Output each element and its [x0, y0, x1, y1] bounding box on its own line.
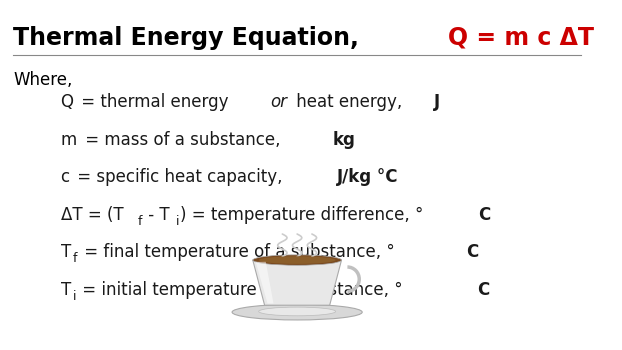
Text: = specific heat capacity,: = specific heat capacity,	[72, 168, 287, 187]
Text: f: f	[73, 252, 78, 265]
Text: ΔT = (T: ΔT = (T	[60, 206, 123, 224]
Text: heat energy,: heat energy,	[291, 93, 407, 111]
Ellipse shape	[253, 255, 341, 265]
Text: f: f	[137, 215, 142, 228]
Text: C: C	[466, 243, 478, 261]
Text: or: or	[270, 93, 287, 111]
Ellipse shape	[259, 307, 336, 316]
Text: Thermal Energy Equation,: Thermal Energy Equation,	[13, 26, 368, 50]
Text: i: i	[175, 215, 179, 228]
Text: J/kg °C: J/kg °C	[337, 168, 398, 187]
Text: = final temperature of a substance, °: = final temperature of a substance, °	[78, 243, 394, 261]
Text: T: T	[60, 281, 71, 299]
Text: Where,: Where,	[13, 71, 73, 89]
Polygon shape	[253, 260, 341, 305]
Text: C: C	[477, 281, 490, 299]
Text: i: i	[73, 289, 77, 303]
Text: = mass of a substance,: = mass of a substance,	[80, 131, 286, 149]
Ellipse shape	[232, 304, 362, 320]
Text: c: c	[60, 168, 70, 187]
Text: ) = temperature difference, °: ) = temperature difference, °	[180, 206, 423, 224]
Text: Q = m c ΔT: Q = m c ΔT	[448, 26, 594, 50]
Text: J: J	[434, 93, 440, 111]
Ellipse shape	[259, 256, 336, 264]
Text: - T: - T	[143, 206, 170, 224]
Polygon shape	[256, 262, 274, 303]
Text: = thermal energy: = thermal energy	[77, 93, 234, 111]
Text: = initial temperature of a substance, °: = initial temperature of a substance, °	[77, 281, 403, 299]
Text: C: C	[478, 206, 491, 224]
Text: kg: kg	[333, 131, 356, 149]
Text: T: T	[60, 243, 71, 261]
Text: Q: Q	[60, 93, 73, 111]
Text: m: m	[60, 131, 77, 149]
